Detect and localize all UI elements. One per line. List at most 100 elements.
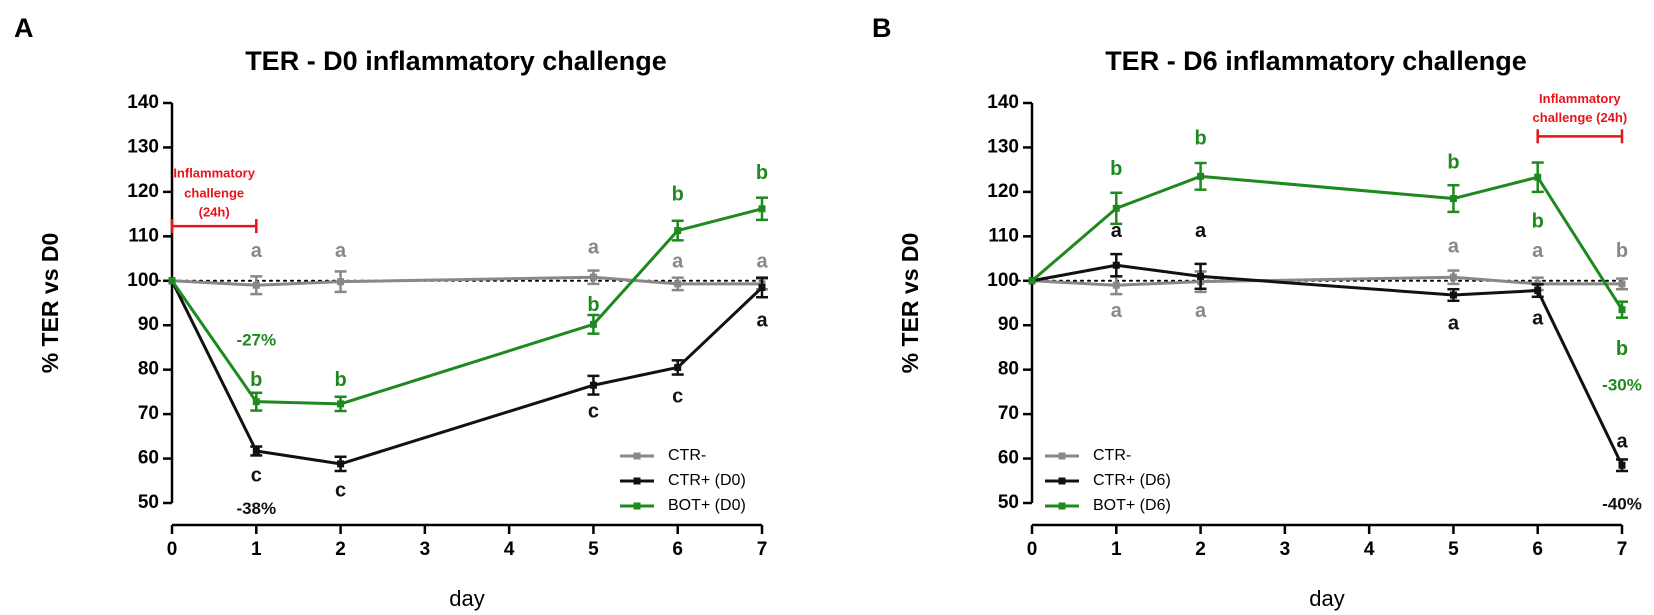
percent-change-label: -27% [236, 330, 276, 349]
significance-letter: c [251, 465, 262, 487]
legend-label: BOT+ (D6) [1093, 497, 1171, 514]
challenge-label: challenge (24h) [1533, 110, 1628, 125]
data-point [252, 447, 260, 455]
data-point [1028, 277, 1036, 285]
data-point [168, 277, 176, 285]
x-tick-label: 1 [1111, 539, 1122, 560]
legend-label: CTR- [668, 447, 706, 464]
x-tick-label: 7 [757, 539, 768, 560]
significance-letter: b [587, 294, 599, 316]
y-axis-label: % TER vs D0 [897, 233, 923, 374]
legend-item: CTR- [1045, 447, 1131, 464]
data-point [1618, 461, 1626, 469]
y-axis-label: % TER vs D0 [37, 233, 63, 374]
data-point [337, 400, 345, 408]
data-point [1449, 291, 1457, 299]
significance-letter: b [1447, 152, 1459, 174]
data-point [1534, 173, 1542, 181]
legend-label: BOT+ (D0) [668, 497, 746, 514]
y-tick-label: 70 [998, 403, 1019, 424]
challenge-label: (24h) [199, 205, 230, 220]
significance-letter: b [1616, 240, 1628, 262]
chart-title: TER - D6 inflammatory challenge [1105, 46, 1527, 76]
y-tick-label: 80 [998, 359, 1019, 380]
y-tick-label: 110 [128, 225, 159, 246]
significance-letter: a [672, 250, 684, 272]
y-tick-label: 130 [127, 136, 159, 157]
data-point [674, 227, 682, 235]
data-point [589, 320, 597, 328]
y-tick-label: 110 [988, 225, 1019, 246]
legend-item: CTR+ (D6) [1045, 472, 1171, 489]
panel-label: B [872, 13, 892, 43]
x-tick-label: 6 [1532, 539, 1543, 560]
y-tick-label: 140 [127, 92, 159, 113]
data-point [337, 278, 345, 286]
data-point [1618, 280, 1626, 288]
y-tick-label: 120 [127, 181, 159, 202]
series-bot [168, 196, 768, 413]
y-tick-label: 50 [138, 492, 159, 513]
legend-swatch-marker [633, 452, 641, 460]
panel-b: B TER - D6 inflammatory challenge 50 60 70 80… [872, 13, 1642, 611]
series-line [171, 275, 762, 287]
x-tick-label: 2 [1195, 539, 1206, 560]
data-point [337, 460, 345, 468]
series-bot [1028, 161, 1628, 319]
significance-letter: b [334, 369, 346, 391]
legend-swatch-marker [633, 502, 641, 510]
significance-letter: a [1616, 430, 1628, 452]
series-line [1031, 275, 1622, 287]
series-line [1031, 263, 1624, 466]
percent-change-label: -38% [236, 499, 276, 518]
significance-letter: b [1532, 210, 1544, 232]
data-point [1112, 204, 1120, 212]
legend-swatch-marker [1058, 502, 1066, 510]
significance-letter: b [1194, 128, 1206, 150]
x-tick-label: 5 [588, 539, 599, 560]
significance-letter: b [1110, 158, 1122, 180]
legend: CTR- CTR+ (D6) BOT+ (D6) [1045, 447, 1171, 514]
y-tick-label: 90 [138, 314, 159, 335]
significance-letter: b [756, 162, 768, 184]
y-tick-label: 100 [987, 270, 1019, 291]
series-ctr [1028, 252, 1628, 473]
data-point [1534, 287, 1542, 295]
data-point [758, 205, 766, 213]
data-point [674, 280, 682, 288]
x-tick-label: 5 [1448, 539, 1459, 560]
y-tick-label: 100 [127, 270, 159, 291]
challenge-annotation: Inflammatory challenge (24h) [170, 166, 258, 234]
y-tick-label: 140 [987, 92, 1019, 113]
significance-letter: a [1195, 220, 1207, 242]
significance-letter: b [250, 369, 262, 391]
series-ctr [168, 269, 768, 296]
chart-title: TER - D0 inflammatory challenge [245, 46, 667, 76]
challenge-label: challenge [184, 186, 244, 201]
data-point [1449, 195, 1457, 203]
data-point [252, 281, 260, 289]
legend: CTR- CTR+ (D0) BOT+ (D0) [620, 447, 746, 514]
percent-change-label: -40% [1602, 495, 1642, 514]
x-tick-label: 3 [1280, 539, 1291, 560]
significance-letter: c [672, 386, 683, 408]
significance-letter: a [1532, 307, 1544, 329]
significance-letter: a [1448, 313, 1460, 335]
data-point [674, 363, 682, 371]
challenge-annotation: Inflammatory challenge (24h) [1533, 91, 1628, 144]
y-tick-label: 50 [998, 492, 1019, 513]
percent-change-label: -30% [1602, 376, 1642, 395]
x-axis-label: day [1309, 586, 1344, 611]
legend-label: CTR+ (D0) [668, 472, 746, 489]
legend-label: CTR- [1093, 447, 1131, 464]
legend-swatch-marker [1058, 452, 1066, 460]
series-line [1031, 174, 1624, 311]
significance-letter: a [588, 237, 600, 259]
significance-letter: a [756, 310, 768, 332]
data-point [1449, 273, 1457, 281]
x-tick-label: 7 [1617, 539, 1628, 560]
y-tick-label: 60 [998, 448, 1019, 469]
significance-letter: a [756, 250, 768, 272]
